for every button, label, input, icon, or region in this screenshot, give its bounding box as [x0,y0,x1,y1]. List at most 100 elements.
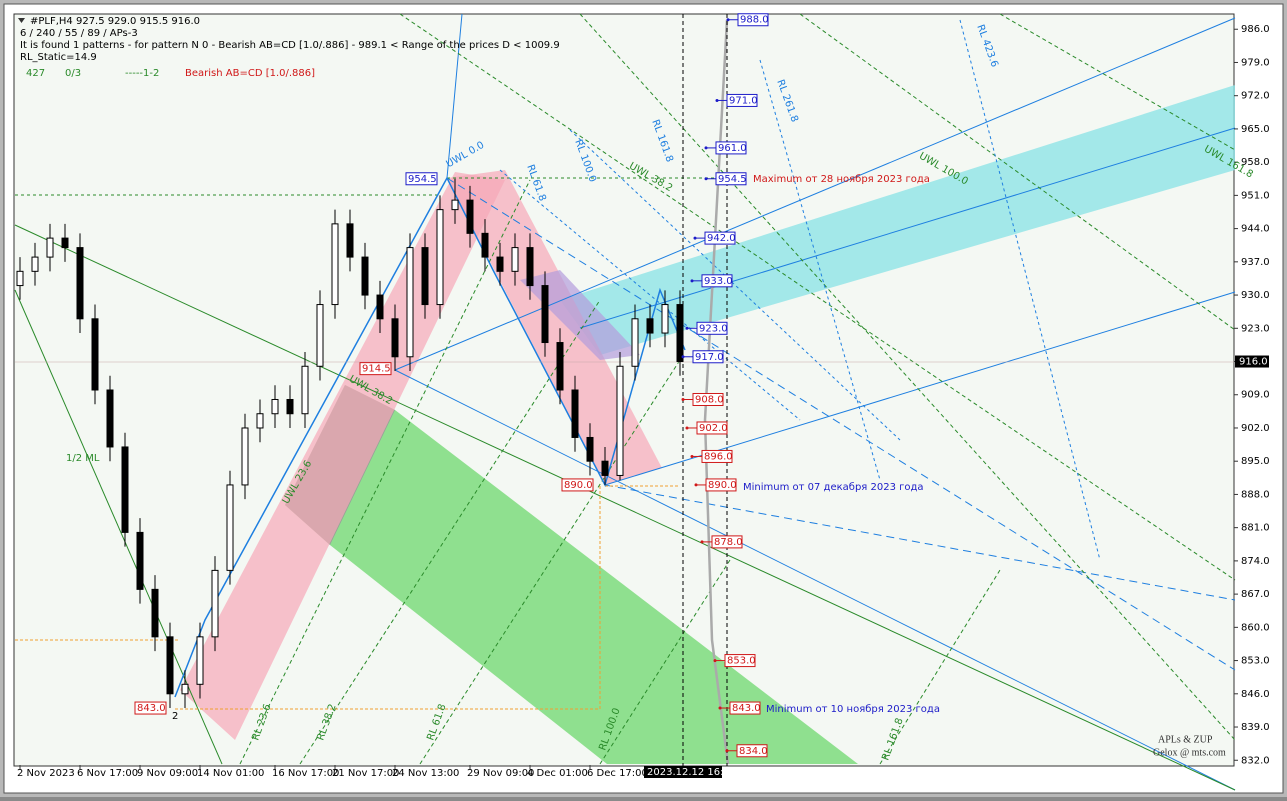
pink-band [180,172,505,740]
level-label: 890.0 [708,480,737,491]
candle-body [556,342,564,391]
fib-line [799,13,1236,331]
candle [541,271,549,357]
fib-line [239,179,531,765]
level-dot [694,483,698,487]
candle [526,233,534,300]
y-tick-label: 867.0 [1241,589,1270,600]
candle [391,304,399,372]
candle-body [31,256,39,272]
header-line: RL_Static=14.9 [20,52,97,63]
candle [571,375,579,452]
level-dot [693,236,697,240]
candle [361,242,369,310]
annotation: Minimum от 10 ноября 2023 года [766,704,940,715]
y-tick-label: 937.0 [1241,257,1270,268]
status-text: 0/3 [65,68,81,79]
ml-line [14,224,1236,791]
level-label: 908.0 [695,394,724,405]
candle [46,223,54,272]
point-box [405,172,438,186]
watermark: APLs & ZUP [1158,734,1213,745]
x-tick-label: 14 Nov 01:00 [197,768,264,779]
y-tick-label: 874.0 [1241,556,1270,567]
level-box [701,274,733,288]
candle [601,446,609,485]
y-tick-label: 972.0 [1241,91,1270,102]
y-tick-label: 909.0 [1241,390,1270,401]
candle-body [166,636,174,695]
candle-body [181,683,189,695]
fork-line [604,484,1236,601]
cursor-time: 2023.12.12 16:42 [647,767,736,778]
fib-line [399,13,1236,581]
fork-line [446,13,463,179]
candle-body [526,247,534,287]
candle [136,518,144,604]
projection [703,19,730,765]
candle-body [211,569,219,638]
level-dot [725,749,729,753]
candle-body [196,636,204,685]
annotation: 1/2 ML [66,453,100,464]
x-tick-label: 21 Nov 17:00 [332,768,399,779]
y-tick-label: 895.0 [1241,456,1270,467]
level-box [704,231,736,245]
candle [91,304,99,405]
candle [76,233,84,334]
y-tick-label: 979.0 [1241,57,1270,68]
level-box [737,13,769,27]
fib-line [879,569,1001,765]
candle-body [61,237,69,249]
watermark: Gelox @ mts.com [1153,747,1226,758]
fib-line [419,359,681,765]
fib-line [959,19,1101,561]
candle-body [391,318,399,358]
x-tick-label: 6 Nov 17:00 [77,768,138,779]
fib-line [759,59,881,481]
candle-body [376,294,384,320]
candle-body [421,247,429,306]
y-tick-label: 839.0 [1241,722,1270,733]
level-box [705,478,737,492]
candle-body [406,247,414,358]
level-label: 961.0 [718,143,747,154]
candle [466,185,474,248]
candle-body [136,531,144,590]
candle-body [511,247,519,272]
current-price-label: 916.0 [1239,357,1268,368]
candle-body [121,446,129,533]
level-label: 942.0 [707,233,736,244]
candle-body [571,389,579,438]
candle-body [601,460,609,476]
y-tick-label: 930.0 [1241,290,1270,301]
candle-body [451,199,459,211]
candle-body [361,256,369,296]
candle [151,575,159,652]
level-box [715,141,747,155]
candle-body [301,365,309,415]
fib-line [599,559,731,765]
candle-body [106,389,114,448]
point-label: 914.5 [362,364,391,375]
y-tick-label: 986.0 [1241,24,1270,35]
candle-body [331,223,339,306]
candle [256,399,264,443]
x-tick-label: 9 Nov 09:00 [137,768,198,779]
level-label: 843.0 [732,703,761,714]
candle-body [16,270,24,287]
level-label: 902.0 [699,423,728,434]
pattern-zigzag [174,176,686,698]
candle [331,209,339,319]
candle-body [286,398,294,415]
point-box [359,362,392,376]
y-tick-label: 923.0 [1241,323,1270,334]
fib-line [579,13,1236,741]
decorations [14,13,1236,791]
candle [421,233,429,319]
annotation: Maximum от 28 ноября 2023 года [753,174,930,185]
header-line: It is found 1 patterns - for pattern N 0… [20,40,560,51]
candle [481,219,489,272]
level-label: 933.0 [704,276,733,287]
